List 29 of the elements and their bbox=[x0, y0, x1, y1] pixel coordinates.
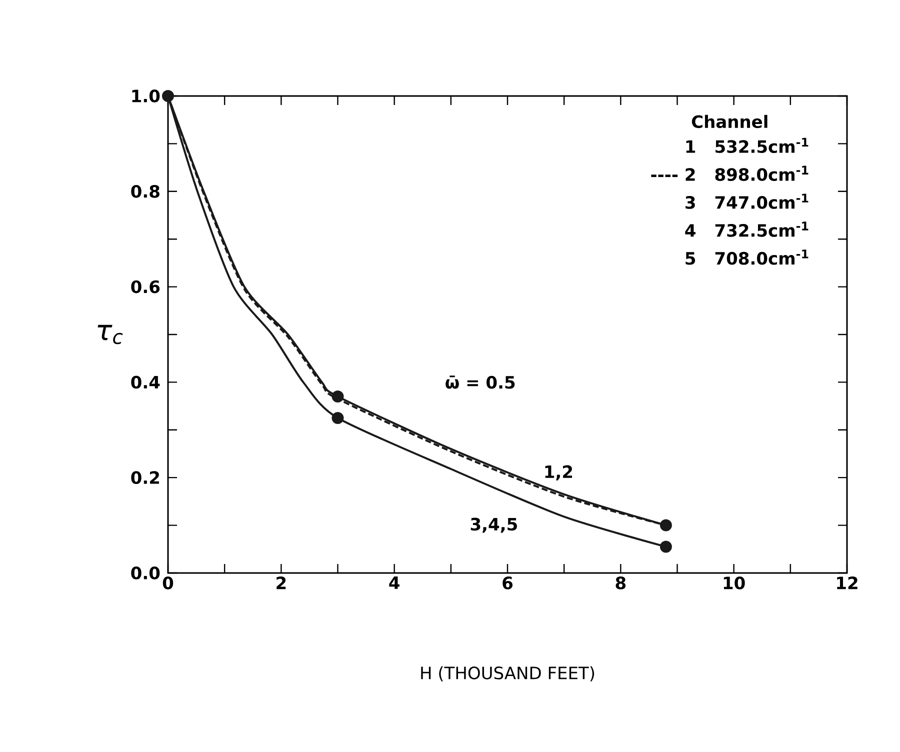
annotation: 3,4,5 bbox=[470, 518, 517, 533]
x-tick-label: 0 bbox=[162, 576, 174, 590]
y-tick-label: 0.0 bbox=[131, 566, 160, 580]
y-tick-label: 0.6 bbox=[131, 280, 160, 294]
x-tick-label: 8 bbox=[616, 576, 626, 590]
x-tick-label: 10 bbox=[724, 576, 745, 590]
y-tick-label: 0.2 bbox=[131, 471, 159, 484]
annotation: ω̄ = 0.5 bbox=[446, 376, 515, 389]
x-tick-label: 2 bbox=[276, 576, 286, 590]
annotation: 4 bbox=[685, 224, 696, 237]
annotation: 708.0cm$^{-1}$ bbox=[715, 250, 808, 265]
y-tick-label: 1.0 bbox=[132, 90, 160, 102]
y-tick-label: 0.8 bbox=[131, 184, 160, 198]
y-axis-title: τ$_{c}$ bbox=[98, 324, 123, 344]
annotation: 5 bbox=[686, 252, 696, 265]
legend-title: Channel bbox=[692, 114, 768, 128]
x-tick-label: 6 bbox=[502, 576, 513, 590]
x-axis-title: H (THOUSAND FEET) bbox=[421, 666, 594, 682]
annotation: 898.0cm$^{-1}$ bbox=[715, 166, 808, 181]
x-tick-label: 4 bbox=[389, 576, 400, 589]
annotation: 1 bbox=[686, 140, 696, 153]
annotation: 3 bbox=[686, 196, 695, 209]
x-tick-label: 12 bbox=[837, 576, 858, 590]
annotation: 1,2 bbox=[545, 465, 572, 480]
annotation: 532.5cm$^{-1}$ bbox=[716, 138, 808, 154]
annotation: ---- 2 bbox=[651, 168, 695, 181]
y-tick-label: 0.4 bbox=[131, 376, 160, 389]
annotation: 747.0cm$^{-1}$ bbox=[715, 194, 808, 209]
annotation: 732.5cm$^{-1}$ bbox=[715, 222, 808, 237]
